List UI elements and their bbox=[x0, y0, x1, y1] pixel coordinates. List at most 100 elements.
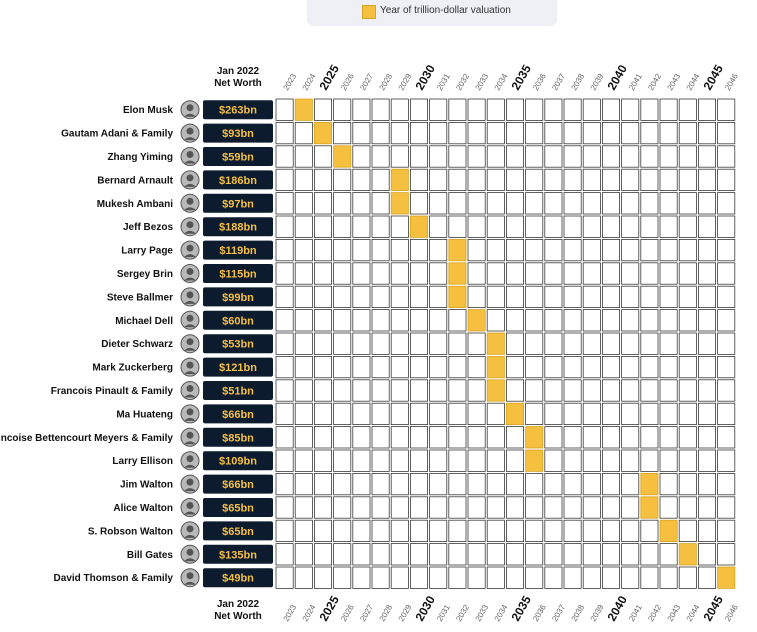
grid-cell bbox=[602, 379, 621, 402]
grid-cell bbox=[448, 145, 467, 168]
avatar-shoulders bbox=[184, 558, 196, 562]
avatar-shoulders bbox=[184, 534, 196, 538]
grid-cell bbox=[371, 145, 390, 168]
year-label-bottom: 2042 bbox=[646, 603, 663, 623]
grid-cell bbox=[313, 355, 332, 379]
grid-cell bbox=[294, 285, 313, 309]
grid-cell bbox=[678, 145, 697, 168]
grid-cell bbox=[486, 426, 505, 449]
grid-cell bbox=[371, 98, 390, 121]
row-name: ncoise Bettencourt Meyers & Family bbox=[1, 433, 174, 444]
net-worth-pill bbox=[203, 357, 273, 377]
grid-cell bbox=[640, 355, 659, 379]
grid-cell bbox=[582, 309, 601, 332]
grid-cell bbox=[333, 168, 352, 191]
grid-cell bbox=[333, 402, 352, 426]
grid-cell bbox=[544, 402, 563, 426]
grid-cell bbox=[333, 262, 352, 285]
grid-cell bbox=[390, 98, 409, 121]
grid-cell bbox=[294, 309, 313, 332]
grid-cell bbox=[275, 426, 294, 449]
grid-cell bbox=[717, 449, 736, 472]
grid-cell bbox=[717, 122, 736, 145]
avatar-head bbox=[186, 502, 194, 509]
grid-cell bbox=[352, 472, 371, 496]
grid-cell bbox=[659, 285, 678, 309]
grid-cell bbox=[390, 355, 409, 379]
grid-cell bbox=[333, 285, 352, 309]
grid-cell bbox=[409, 332, 428, 355]
year-label-top: 2036 bbox=[531, 72, 548, 92]
row-name: Steve Ballmer bbox=[107, 292, 173, 303]
grid-cell bbox=[582, 496, 601, 519]
row-name: Michael Dell bbox=[115, 316, 173, 327]
grid-cell bbox=[621, 332, 640, 355]
grid-cell bbox=[563, 402, 582, 426]
grid-cell bbox=[602, 238, 621, 262]
grid-cell bbox=[563, 145, 582, 168]
grid-cell bbox=[640, 98, 659, 121]
grid-cell bbox=[659, 145, 678, 168]
grid-cell bbox=[717, 285, 736, 309]
grid-cell bbox=[678, 355, 697, 379]
grid-cell bbox=[621, 566, 640, 589]
grid-cell bbox=[678, 519, 697, 543]
year-label-bottom: 2034 bbox=[493, 603, 510, 623]
grid-cell bbox=[429, 98, 448, 121]
grid-cell bbox=[294, 122, 313, 145]
grid-cell bbox=[429, 472, 448, 496]
trillion-year-cell bbox=[467, 309, 486, 332]
grid-cell bbox=[294, 168, 313, 191]
grid-cell bbox=[505, 355, 524, 379]
grid-cell bbox=[275, 145, 294, 168]
grid-cell bbox=[621, 519, 640, 543]
avatar-head bbox=[186, 104, 194, 112]
grid-cell bbox=[275, 402, 294, 426]
grid-cell bbox=[333, 566, 352, 589]
grid-cell bbox=[313, 496, 332, 519]
row-name: David Thomson & Family bbox=[54, 573, 174, 584]
grid-cell bbox=[409, 145, 428, 168]
net-worth-value: $263bn bbox=[219, 105, 257, 117]
grid-cell bbox=[409, 168, 428, 191]
row-name: S. Robson Walton bbox=[88, 526, 173, 537]
grid-cell bbox=[717, 519, 736, 543]
grid-cell bbox=[602, 426, 621, 449]
trillion-year-cell bbox=[640, 496, 659, 519]
grid-cell bbox=[294, 472, 313, 496]
grid-cell bbox=[275, 238, 294, 262]
grid-cell bbox=[544, 566, 563, 589]
row-name: Mark Zuckerberg bbox=[92, 363, 173, 374]
net-worth-value: $66bn bbox=[222, 479, 254, 491]
grid-cell bbox=[313, 332, 332, 355]
net-worth-value: $121bn bbox=[219, 362, 257, 374]
grid-cell bbox=[544, 449, 563, 472]
grid-cell bbox=[448, 332, 467, 355]
grid-cell bbox=[448, 379, 467, 402]
grid-cell bbox=[352, 426, 371, 449]
grid-cell bbox=[333, 449, 352, 472]
year-label-bottom: 2038 bbox=[570, 603, 587, 623]
grid-cell bbox=[582, 332, 601, 355]
grid-cell bbox=[659, 122, 678, 145]
grid-cell bbox=[602, 566, 621, 589]
trillion-year-cell bbox=[525, 426, 544, 449]
net-worth-value: $51bn bbox=[222, 386, 254, 398]
net-worth-pill bbox=[203, 170, 273, 190]
net-worth-pill bbox=[203, 404, 273, 424]
grid-cell bbox=[352, 192, 371, 215]
trillion-year-cell bbox=[294, 98, 313, 121]
grid-cell bbox=[467, 285, 486, 309]
grid-cell bbox=[525, 566, 544, 589]
grid-cell bbox=[371, 449, 390, 472]
grid-cell bbox=[448, 566, 467, 589]
year-label-bottom: 2031 bbox=[435, 603, 452, 623]
avatar-shoulders bbox=[184, 511, 196, 515]
grid-cell bbox=[275, 168, 294, 191]
grid-cell bbox=[582, 355, 601, 379]
grid-cell bbox=[525, 519, 544, 543]
grid-cell bbox=[429, 145, 448, 168]
grid-cell bbox=[525, 192, 544, 215]
grid-cell bbox=[563, 98, 582, 121]
grid-cell bbox=[409, 192, 428, 215]
